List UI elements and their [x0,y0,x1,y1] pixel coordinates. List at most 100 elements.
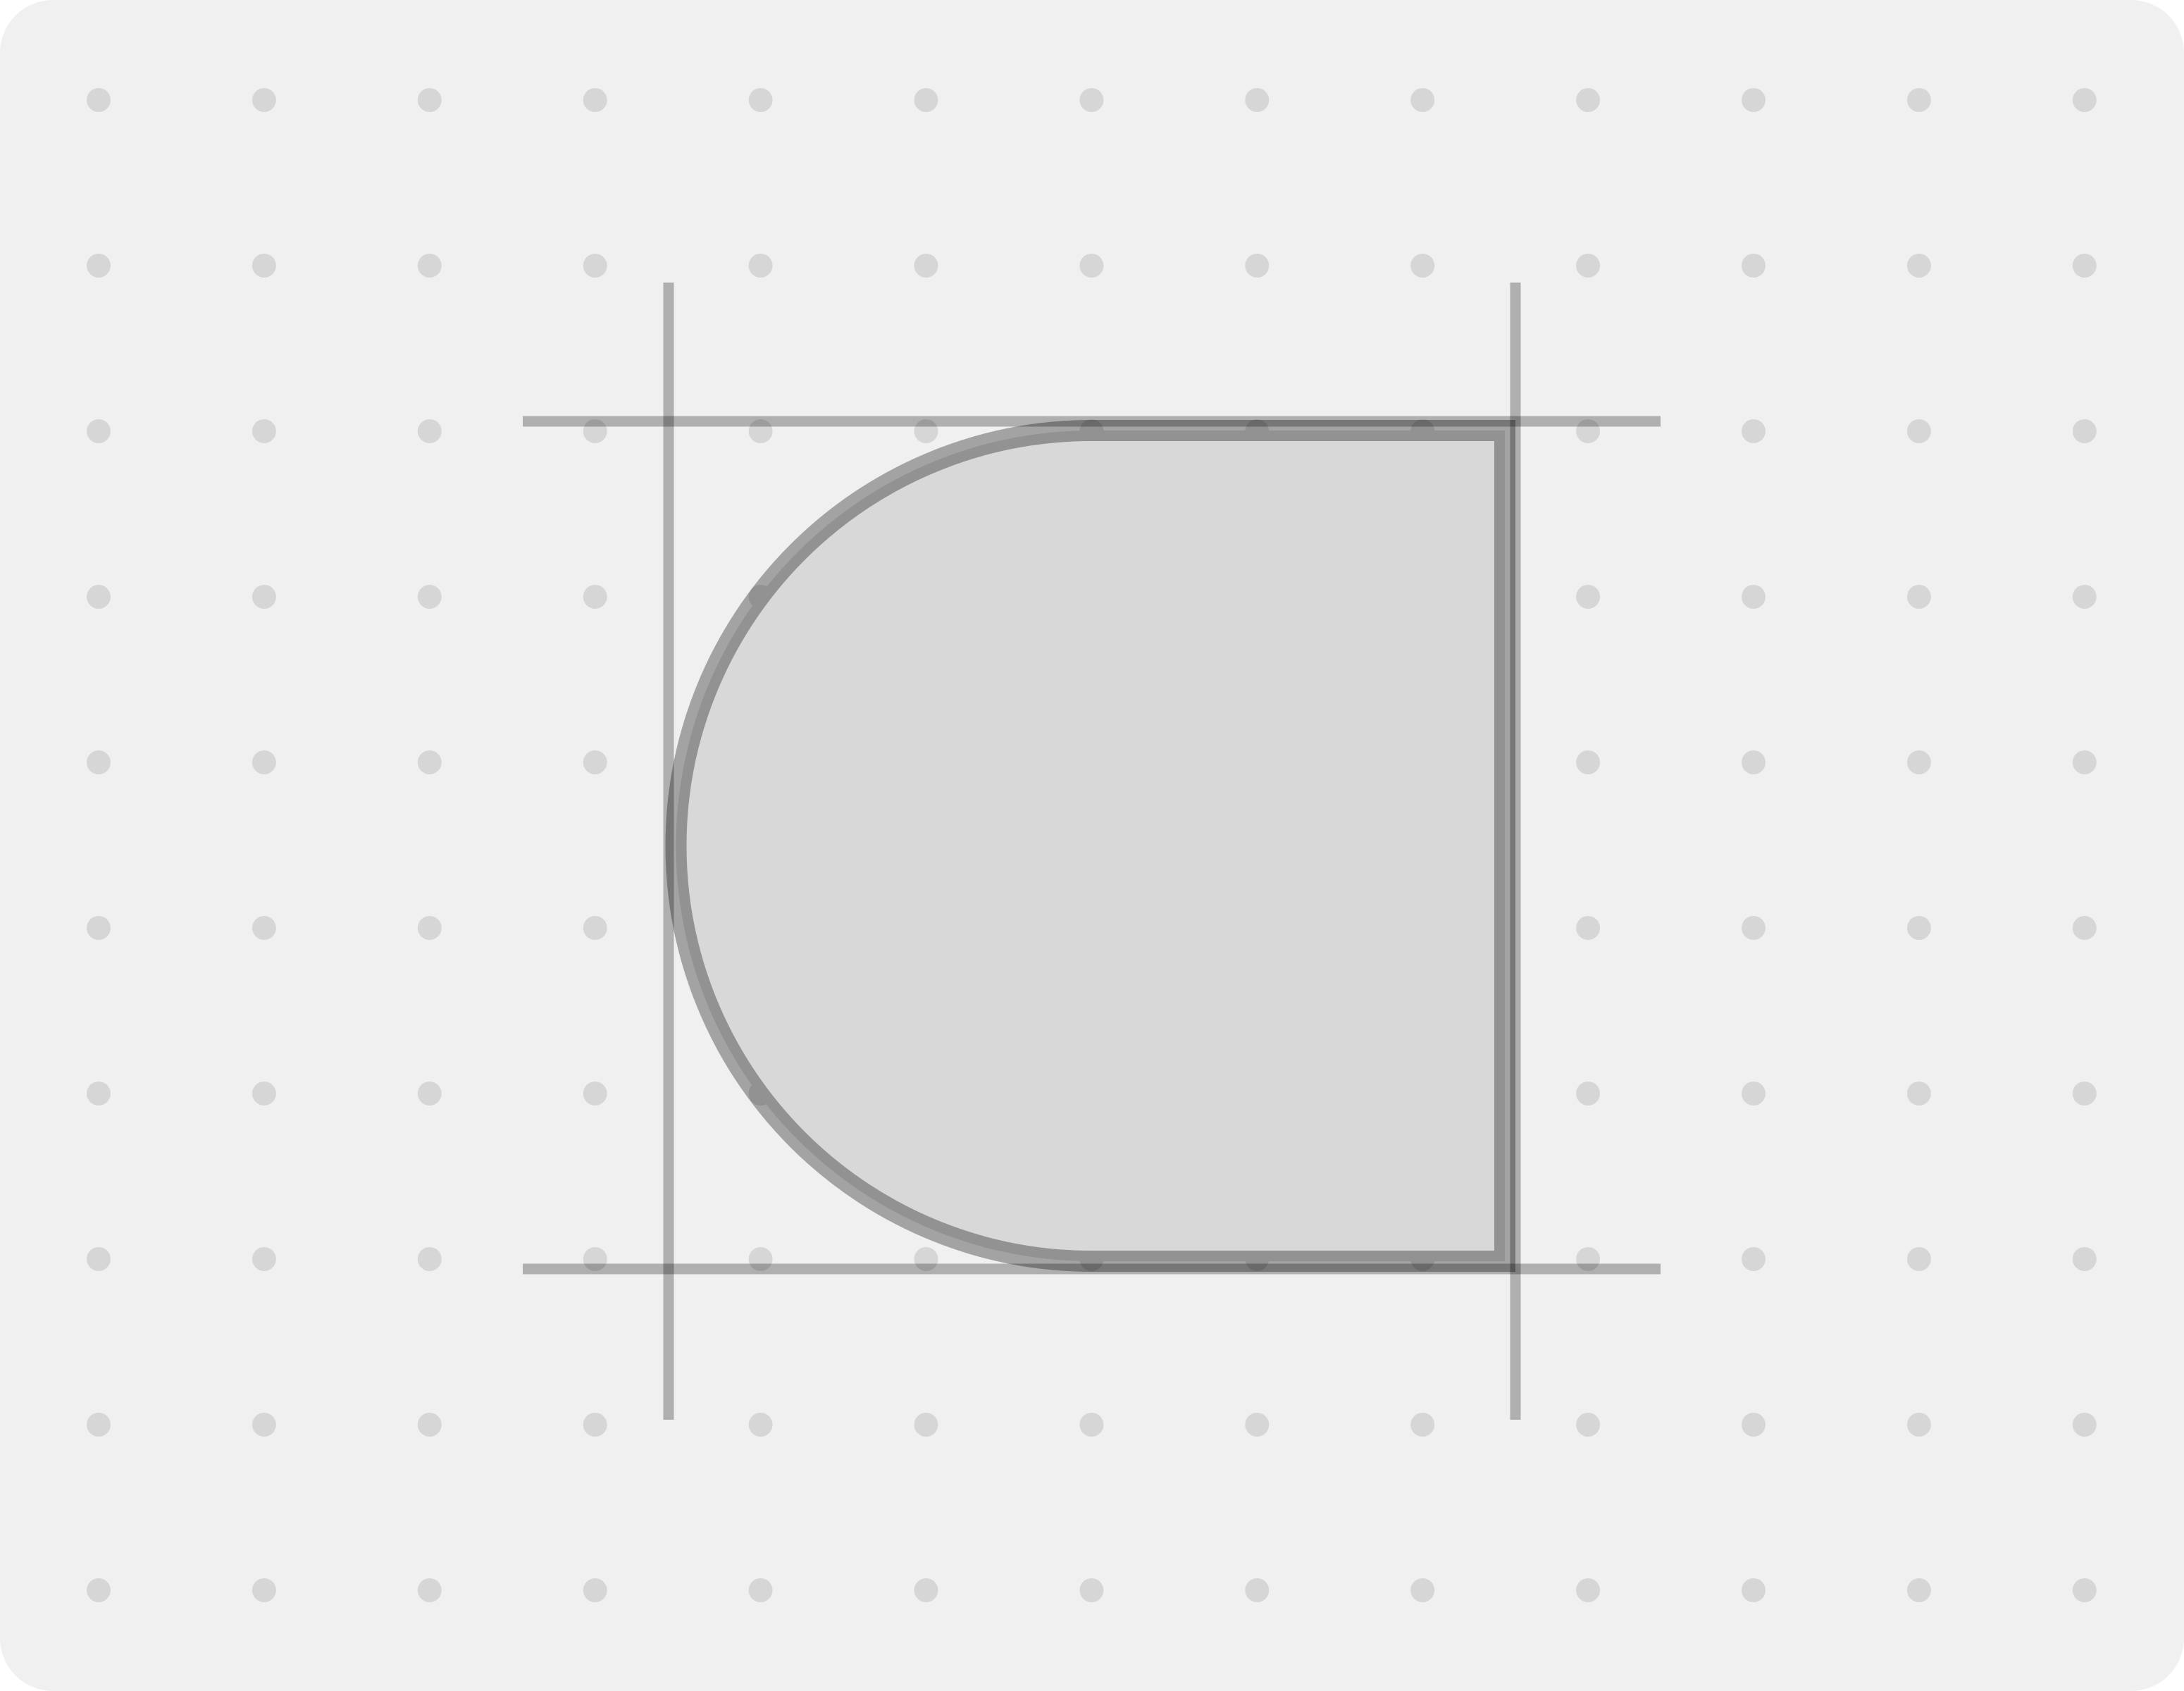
grid-dot [87,585,111,609]
grid-dot [2072,88,2097,112]
grid-dot [1245,1413,1270,1437]
grid-dot [1742,1082,1766,1105]
grid-dot [1410,254,1435,278]
grid-dot [2072,419,2097,443]
grid-dot [87,916,111,940]
grid-dot [1410,1578,1435,1602]
grid-dot [417,88,442,112]
grid-dot [1576,750,1601,774]
grid-dot [1410,88,1435,112]
grid-dot [252,585,276,609]
grid-dot [87,419,111,443]
grid-dot [1576,88,1601,112]
grid-dot [1079,1578,1104,1602]
grid-dot [583,1247,607,1271]
grid-dot [748,254,773,278]
grid-dot [2072,1578,2097,1602]
grid-dot [914,419,938,443]
grid-dot [2072,1247,2097,1271]
grid-dot [1906,1247,1931,1271]
grid-dot [417,585,442,609]
grid-dot [252,88,276,112]
grid-dot [252,916,276,940]
grid-dot [1742,585,1766,609]
grid-dot [914,1578,938,1602]
grid-dot [1079,1413,1104,1437]
grid-dot [2072,916,2097,940]
grid-dot [748,88,773,112]
grid-dot [252,750,276,774]
grid-dot [1906,750,1931,774]
grid-dot [1245,254,1270,278]
grid-dot [2072,1413,2097,1437]
grid-dot [748,1413,773,1437]
grid-dot [417,1082,442,1105]
grid-dot [583,916,607,940]
grid-dot [1742,88,1766,112]
grid-dot [417,750,442,774]
grid-dot [1906,1413,1931,1437]
grid-dot [1906,88,1931,112]
grid-dot [1742,1413,1766,1437]
grid-dot [914,254,938,278]
grid-dot [417,1578,442,1602]
grid-dot [252,254,276,278]
grid-dot [583,254,607,278]
grid-dot [1742,916,1766,940]
grid-dot [1410,1413,1435,1437]
grid-dot [87,1082,111,1105]
grid-dot [914,88,938,112]
grid-dot [583,419,607,443]
grid-dot [1742,750,1766,774]
d-shape[interactable] [665,420,1515,1272]
grid-dot [583,1578,607,1602]
grid-dot [2072,750,2097,774]
grid-dot [1576,1413,1601,1437]
grid-dot [252,1082,276,1105]
grid-dot [914,1247,938,1271]
grid-dot [1576,1082,1601,1105]
grid-dot [87,1247,111,1271]
grid-dot [583,88,607,112]
grid-dot [583,1413,607,1437]
grid-dot [87,254,111,278]
grid-dot [417,916,442,940]
grid-dot [417,419,442,443]
grid-dot [583,750,607,774]
grid-dot [583,585,607,609]
grid-dot [748,1578,773,1602]
grid-dot [87,1413,111,1437]
grid-dot [417,1413,442,1437]
grid-dot [1742,419,1766,443]
grid-dot [914,1413,938,1437]
grid-dot [1906,419,1931,443]
grid-dot [583,1082,607,1105]
grid-dot [1245,1578,1270,1602]
grid-dot [417,1247,442,1271]
grid-dot [87,750,111,774]
grid-dot [1576,254,1601,278]
grid-dot [1079,254,1104,278]
grid-dot [748,1247,773,1271]
grid-dot [252,1247,276,1271]
grid-dot [1245,88,1270,112]
grid-dot [1906,585,1931,609]
grid-dot [2072,254,2097,278]
grid-dot [87,88,111,112]
grid-dot [1906,254,1931,278]
grid-dot [2072,1082,2097,1105]
grid-dot [1576,419,1601,443]
grid-dot [1576,916,1601,940]
grid-dot [1906,1082,1931,1105]
grid-dot [252,1578,276,1602]
grid-dot [748,419,773,443]
grid-dot [417,254,442,278]
grid-dot [1742,1578,1766,1602]
grid-dot [252,419,276,443]
grid-dot [1742,1247,1766,1271]
grid-dot [1742,254,1766,278]
grid-dot [2072,585,2097,609]
grid-dot [1079,88,1104,112]
